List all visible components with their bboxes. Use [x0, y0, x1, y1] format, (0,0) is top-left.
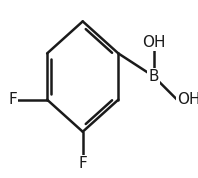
Text: B: B [149, 69, 159, 84]
Text: F: F [8, 92, 17, 107]
Text: OH: OH [142, 35, 166, 50]
Text: F: F [78, 156, 87, 171]
Text: OH: OH [177, 92, 198, 107]
